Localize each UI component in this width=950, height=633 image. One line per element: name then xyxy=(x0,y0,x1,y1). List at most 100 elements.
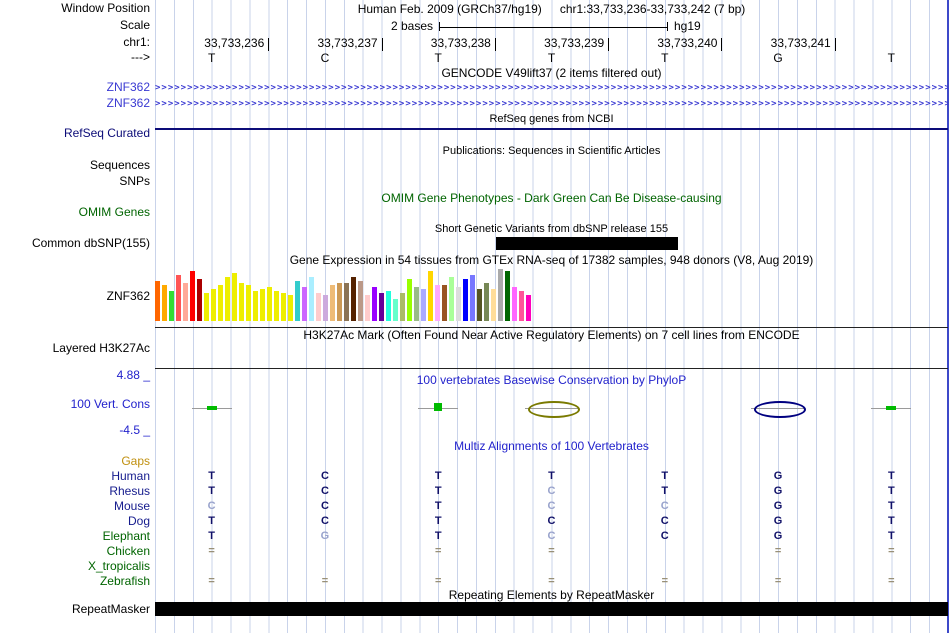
gtex-expression-bar[interactable] xyxy=(435,285,440,321)
gtex-expression-bar[interactable] xyxy=(484,283,489,321)
track-title-multiz[interactable]: Multiz Alignments of 100 Vertebrates xyxy=(454,439,649,453)
track-title-h3k27ac[interactable]: H3K27Ac Mark (Often Found Near Active Re… xyxy=(303,328,800,342)
gtex-expression-bar[interactable] xyxy=(393,299,398,321)
alignment-base: T xyxy=(208,470,215,482)
multiz-species-label[interactable]: Mouse xyxy=(113,499,150,513)
track-title-publications[interactable]: Publications: Sequences in Scientific Ar… xyxy=(442,145,661,157)
gene-item-label-znf362-2[interactable]: ZNF362 xyxy=(106,96,150,110)
gtex-expression-bar[interactable] xyxy=(274,291,279,321)
gtex-expression-bar[interactable] xyxy=(442,285,447,321)
gtex-expression-bar[interactable] xyxy=(309,277,314,321)
track-title-repeatmasker[interactable]: Repeating Elements by RepeatMasker xyxy=(448,588,655,602)
track-separator-line xyxy=(155,327,948,328)
gtex-expression-bar[interactable] xyxy=(414,287,419,321)
gtex-expression-bar[interactable] xyxy=(183,283,188,321)
gtex-expression-bar[interactable] xyxy=(246,285,251,321)
track-label-omim-genes[interactable]: OMIM Genes xyxy=(78,205,150,219)
repeatmasker-item[interactable] xyxy=(155,602,948,616)
gtex-expression-bar[interactable] xyxy=(372,287,377,321)
gtex-expression-bar[interactable] xyxy=(386,291,391,321)
gtex-expression-bar[interactable] xyxy=(337,283,342,321)
gene-item-label-znf362-1[interactable]: ZNF362 xyxy=(106,80,150,94)
track-label-gtex-znf362[interactable]: ZNF362 xyxy=(106,289,150,303)
gtex-expression-bar[interactable] xyxy=(491,289,496,321)
gene-transcript-arrows-2[interactable]: >>>>>>>>>>>>>>>>>>>>>>>>>>>>>>>>>>>>>>>>… xyxy=(155,99,948,109)
alignment-base: T xyxy=(548,470,555,482)
gtex-expression-bar[interactable] xyxy=(344,283,349,321)
gtex-expression-bar[interactable] xyxy=(330,285,335,321)
gtex-expression-bar[interactable] xyxy=(218,285,223,321)
track-title-refseq[interactable]: RefSeq genes from NCBI xyxy=(489,113,614,125)
gtex-expression-bar[interactable] xyxy=(155,281,160,321)
gtex-expression-bar[interactable] xyxy=(351,277,356,321)
gtex-expression-bar[interactable] xyxy=(428,271,433,321)
gtex-expression-bar[interactable] xyxy=(302,287,307,321)
gtex-expression-bar[interactable] xyxy=(379,293,384,321)
track-title-conservation[interactable]: 100 vertebrates Basewise Conservation by… xyxy=(416,373,687,387)
gene-transcript-arrows-1[interactable]: >>>>>>>>>>>>>>>>>>>>>>>>>>>>>>>>>>>>>>>>… xyxy=(155,83,948,93)
multiz-species-label[interactable]: Gaps xyxy=(121,454,150,468)
track-title-gencode[interactable]: GENCODE V49lift37 (2 items filtered out) xyxy=(441,66,662,80)
gtex-expression-bar[interactable] xyxy=(232,273,237,321)
gtex-expression-bar[interactable] xyxy=(477,289,482,321)
alignment-base: = xyxy=(888,575,895,587)
track-label-layered-h3k27ac[interactable]: Layered H3K27Ac xyxy=(52,341,150,355)
track-label-100-vert-cons[interactable]: 100 Vert. Cons xyxy=(70,397,150,411)
gtex-expression-bar[interactable] xyxy=(162,285,167,321)
multiz-species-label[interactable]: Elephant xyxy=(102,529,150,543)
gtex-expression-bar[interactable] xyxy=(407,279,412,321)
gtex-expression-bar[interactable] xyxy=(239,283,244,321)
alignment-base: C xyxy=(547,530,556,542)
track-title-omim[interactable]: OMIM Gene Phenotypes - Dark Green Can Be… xyxy=(381,191,722,205)
gtex-expression-bar[interactable] xyxy=(323,295,328,321)
gtex-expression-bar[interactable] xyxy=(267,287,272,321)
track-label-sequences[interactable]: Sequences xyxy=(89,158,150,172)
multiz-species-label[interactable]: X_tropicalis xyxy=(87,559,150,573)
gtex-expression-bar[interactable] xyxy=(204,293,209,321)
gtex-expression-bar[interactable] xyxy=(519,291,524,321)
gtex-expression-bar[interactable] xyxy=(470,275,475,321)
track-label-repeatmasker[interactable]: RepeatMasker xyxy=(71,602,150,616)
gtex-expression-bar[interactable] xyxy=(498,269,503,321)
gtex-expression-bar[interactable] xyxy=(260,289,265,321)
dbsnp-variant-item[interactable] xyxy=(496,237,678,250)
gtex-expression-bar[interactable] xyxy=(421,289,426,321)
gtex-expression-bar[interactable] xyxy=(365,295,370,321)
gtex-expression-bar[interactable] xyxy=(316,293,321,321)
multiz-species-label[interactable]: Human xyxy=(111,469,150,483)
coordinate-tick xyxy=(268,38,270,51)
gtex-expression-bar[interactable] xyxy=(225,277,230,321)
gtex-expression-bar[interactable] xyxy=(463,279,468,321)
base-letter: T xyxy=(207,51,216,65)
gtex-expression-bar[interactable] xyxy=(197,279,202,321)
gtex-expression-bar[interactable] xyxy=(456,287,461,321)
track-label-refseq-curated[interactable]: RefSeq Curated xyxy=(63,126,150,140)
refseq-gene-item[interactable] xyxy=(155,128,948,130)
gtex-expression-chart[interactable] xyxy=(155,267,535,321)
gtex-expression-bar[interactable] xyxy=(169,291,174,321)
multiz-species-label[interactable]: Zebrafish xyxy=(99,574,150,588)
track-title-gtex[interactable]: Gene Expression in 54 tissues from GTEx … xyxy=(289,253,814,267)
gtex-expression-bar[interactable] xyxy=(512,287,517,321)
alignment-base: = xyxy=(661,575,668,587)
gtex-expression-bar[interactable] xyxy=(281,293,286,321)
track-title-dbsnp[interactable]: Short Genetic Variants from dbSNP releas… xyxy=(434,223,669,235)
gtex-expression-bar[interactable] xyxy=(449,277,454,321)
gtex-expression-bar[interactable] xyxy=(358,281,363,321)
gtex-expression-bar[interactable] xyxy=(190,271,195,321)
track-label-common-dbsnp[interactable]: Common dbSNP(155) xyxy=(31,236,150,250)
gtex-expression-bar[interactable] xyxy=(211,289,216,321)
alignment-base: T xyxy=(887,500,895,512)
gtex-expression-bar[interactable] xyxy=(526,295,531,321)
track-label-snps[interactable]: SNPs xyxy=(119,174,150,188)
gtex-expression-bar[interactable] xyxy=(288,295,293,321)
gtex-expression-bar[interactable] xyxy=(253,291,258,321)
multiz-species-label[interactable]: Chicken xyxy=(106,544,150,558)
gtex-expression-bar[interactable] xyxy=(295,281,300,321)
multiz-species-label[interactable]: Rhesus xyxy=(109,484,150,498)
gtex-expression-bar[interactable] xyxy=(400,293,405,321)
gtex-expression-bar[interactable] xyxy=(505,271,510,321)
multiz-species-label[interactable]: Dog xyxy=(127,514,150,528)
gtex-expression-bar[interactable] xyxy=(176,275,181,321)
